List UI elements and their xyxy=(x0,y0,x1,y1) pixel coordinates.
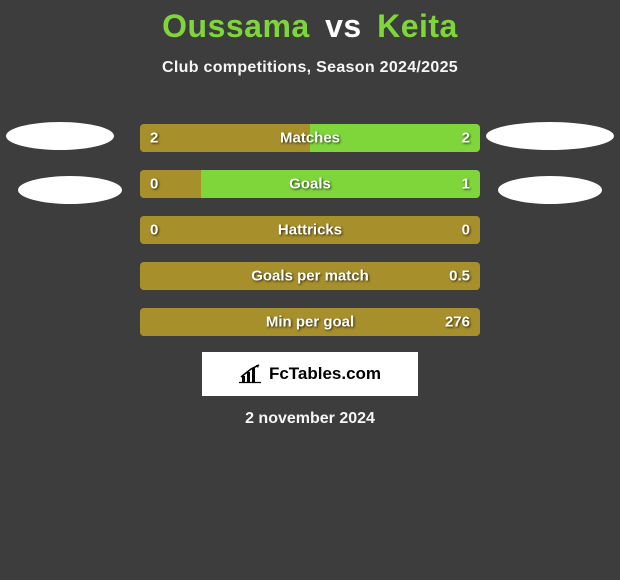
comparison-infographic: Oussama vs Keita Club competitions, Seas… xyxy=(0,0,620,580)
logo-text: FcTables.com xyxy=(269,364,381,384)
stat-label: Min per goal xyxy=(266,314,354,331)
stat-row: 2 Matches 2 xyxy=(140,124,480,152)
stat-value-right: 0 xyxy=(462,222,470,239)
stat-row: 0 Goals 1 xyxy=(140,170,480,198)
stat-row: Min per goal 276 xyxy=(140,308,480,336)
player-photo-placeholder xyxy=(486,122,614,150)
player-photo-placeholder xyxy=(18,176,122,204)
comparison-subtitle: Club competitions, Season 2024/2025 xyxy=(0,59,620,77)
site-logo: FcTables.com xyxy=(202,352,418,396)
player2-name: Keita xyxy=(377,8,458,44)
stat-label: Hattricks xyxy=(278,222,342,239)
logo-chart-icon xyxy=(239,364,263,384)
snapshot-date: 2 november 2024 xyxy=(245,410,375,428)
player-photo-placeholder xyxy=(498,176,602,204)
stat-label: Goals per match xyxy=(251,268,369,285)
stat-value-right: 2 xyxy=(462,130,470,147)
stat-label: Matches xyxy=(280,130,340,147)
comparison-title: Oussama vs Keita xyxy=(0,0,620,45)
stat-value-right: 276 xyxy=(445,314,470,331)
title-vs: vs xyxy=(325,8,362,44)
stat-bar-right xyxy=(201,170,480,198)
player1-name: Oussama xyxy=(162,8,310,44)
stat-value-right: 1 xyxy=(462,176,470,193)
player-photo-placeholder xyxy=(6,122,114,150)
stat-label: Goals xyxy=(289,176,331,193)
stat-value-left: 0 xyxy=(150,222,158,239)
stat-row: Goals per match 0.5 xyxy=(140,262,480,290)
stat-value-left: 0 xyxy=(150,176,158,193)
stat-value-left: 2 xyxy=(150,130,158,147)
stats-container: 2 Matches 2 0 Goals 1 0 Hattricks 0 Goals per mat… xyxy=(140,124,480,354)
stat-row: 0 Hattricks 0 xyxy=(140,216,480,244)
stat-value-right: 0.5 xyxy=(449,268,470,285)
